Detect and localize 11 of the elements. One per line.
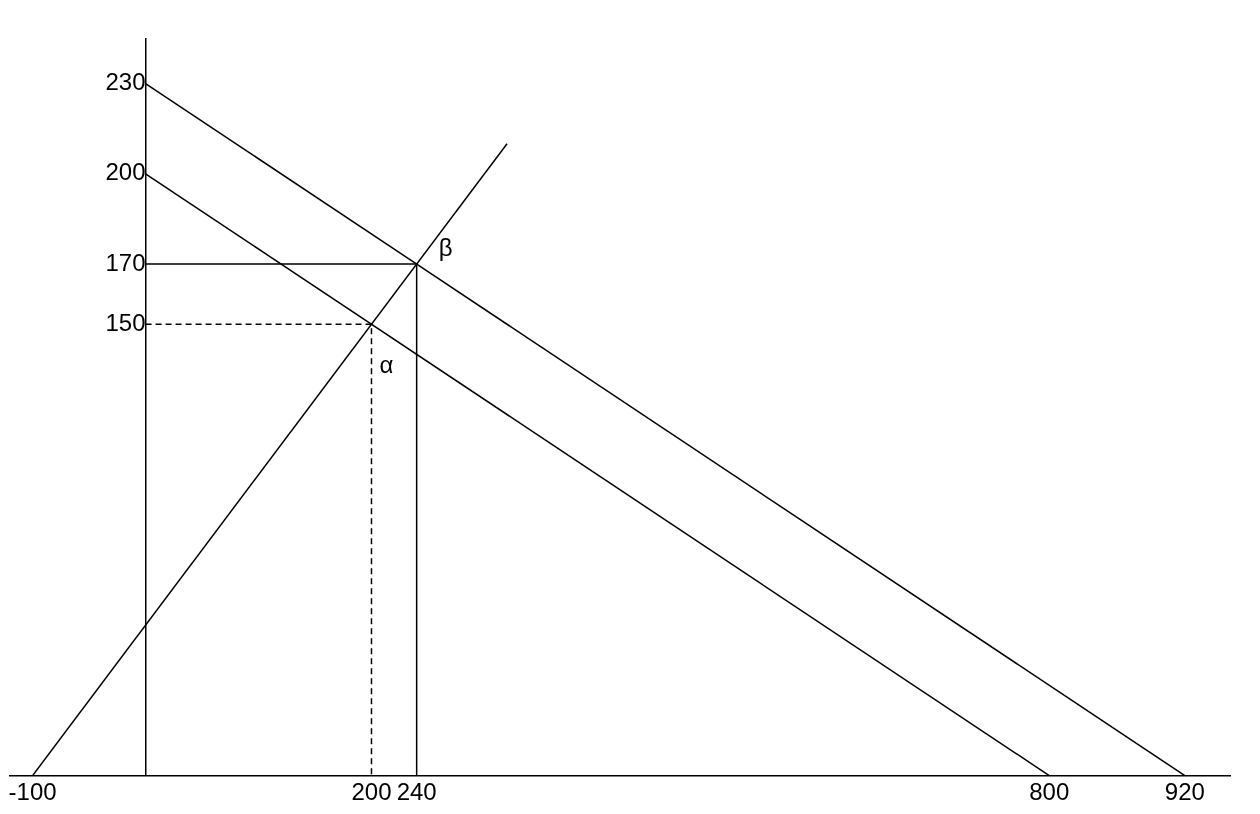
x-tick-label: 920 bbox=[1164, 777, 1205, 805]
y-tick-label: 230 bbox=[105, 68, 146, 96]
y-tick-label: 200 bbox=[105, 158, 146, 186]
x-tick-label: -100 bbox=[8, 777, 57, 805]
x-tick-label: 240 bbox=[396, 777, 437, 805]
annotation: β bbox=[438, 233, 453, 261]
annotation: α bbox=[379, 350, 394, 378]
x-tick-label: 800 bbox=[1029, 777, 1070, 805]
y-tick-label: 150 bbox=[105, 308, 146, 336]
y-tick-label: 170 bbox=[105, 248, 146, 276]
x-tick-label: 200 bbox=[351, 777, 392, 805]
